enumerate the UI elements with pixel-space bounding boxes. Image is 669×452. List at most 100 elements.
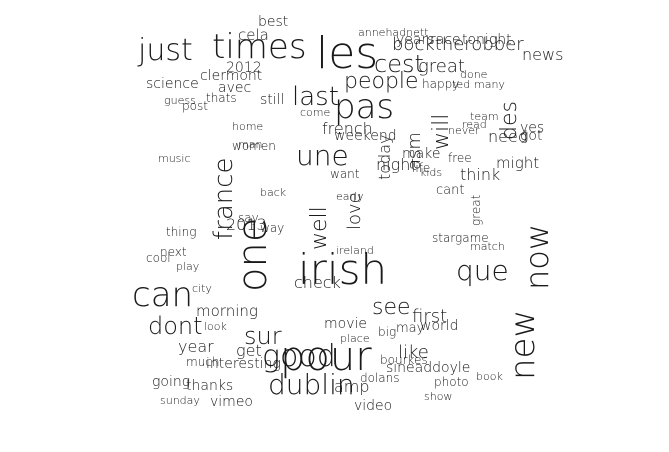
cloud-word: les	[316, 28, 378, 79]
cloud-word: une	[296, 139, 349, 172]
cloud-word: times	[212, 27, 307, 67]
cloud-word: last	[292, 82, 339, 112]
cloud-word: pour	[280, 334, 372, 380]
cloud-word: see	[372, 295, 411, 320]
cloud-word: music	[158, 152, 191, 165]
cloud-word: back	[260, 186, 287, 199]
cloud-word: get	[236, 341, 262, 360]
cloud-word: sineaddoyle	[386, 360, 470, 376]
cloud-word: irish	[298, 245, 387, 294]
cloud-word: night	[376, 155, 417, 174]
cloud-word: will	[429, 114, 454, 150]
cloud-word: done	[460, 68, 487, 81]
cloud-word: morning	[196, 302, 258, 320]
cloud-word: weekend	[334, 128, 397, 144]
cloud-word: best	[258, 14, 288, 30]
cloud-word: got	[520, 128, 542, 144]
cloud-word: que	[456, 254, 509, 287]
cloud-word: show	[424, 390, 452, 403]
cloud-word: ted	[452, 78, 470, 91]
cloud-word: still	[260, 92, 284, 108]
cloud-word: ireland	[336, 244, 374, 257]
cloud-word: cela	[238, 26, 269, 44]
cloud-word: now	[518, 224, 556, 290]
cloud-word: need	[488, 127, 528, 146]
cloud-word: dont	[148, 312, 203, 340]
cloud-word: much	[186, 355, 220, 369]
cloud-word: 2012	[226, 60, 262, 76]
cloud-word: just	[137, 33, 193, 68]
cloud-word: man	[238, 138, 262, 151]
cloud-word: dublin	[268, 368, 355, 401]
cloud-word: today	[375, 135, 394, 181]
cloud-word: can	[132, 275, 193, 315]
cloud-word: look	[204, 320, 228, 333]
cloud-word: pas	[334, 87, 394, 127]
cloud-word: 2013	[226, 215, 267, 234]
cloud-word: avec	[218, 80, 251, 96]
cloud-word: going	[152, 374, 190, 390]
cloud-word: cest	[374, 50, 424, 78]
cloud-word: say	[238, 211, 259, 225]
cloud-word: great	[418, 56, 465, 77]
cloud-word: cool	[146, 251, 171, 265]
cloud-word: bourkes	[380, 353, 428, 367]
cloud-word: come	[300, 106, 330, 119]
cloud-word: people	[344, 69, 419, 94]
cloud-word: vimeo	[210, 394, 253, 410]
cloud-word: women	[232, 139, 276, 153]
cloud-word: movie	[324, 316, 367, 332]
cloud-word: check	[294, 273, 341, 292]
cloud-word: sur	[244, 322, 282, 350]
cloud-word: tonight	[462, 32, 512, 48]
cloud-word: news	[522, 45, 563, 64]
cloud-word: years	[396, 32, 435, 48]
cloud-word: free	[448, 151, 472, 165]
cloud-word: post	[182, 99, 208, 113]
cloud-word: kids	[420, 166, 442, 179]
cloud-word: photo	[434, 375, 469, 389]
cloud-word: think	[460, 165, 500, 184]
cloud-word: match	[470, 240, 505, 253]
cloud-word: place	[340, 332, 370, 345]
cloud-word: guess	[164, 94, 196, 107]
cloud-word: des	[497, 101, 522, 140]
cloud-word: way	[260, 221, 284, 235]
cloud-word: next	[160, 245, 187, 259]
cloud-word: early	[336, 190, 364, 203]
cloud-word: dolans	[360, 371, 400, 385]
cloud-word: interesting	[206, 356, 281, 372]
cloud-word: stargame	[432, 231, 489, 245]
cloud-word: science	[146, 76, 199, 92]
cloud-word: france	[209, 157, 239, 240]
cloud-word: home	[232, 120, 263, 133]
cloud-word: french	[322, 119, 373, 138]
cloud-word: many	[474, 78, 505, 91]
cloud-word: cant	[436, 183, 464, 198]
cloud-word: might	[496, 154, 539, 172]
cloud-word: team	[470, 110, 499, 123]
cloud-word: yes	[520, 120, 544, 136]
cloud-word: good	[262, 339, 336, 374]
cloud-word: first	[412, 306, 447, 327]
cloud-word: annehadnett	[358, 26, 429, 39]
cloud-word: city	[192, 282, 212, 295]
cloud-word: never	[448, 124, 480, 137]
cloud-word: big	[378, 325, 396, 339]
cloud-word: well	[307, 206, 332, 250]
cloud-word: world	[420, 318, 459, 334]
cloud-word: book	[476, 370, 503, 383]
cloud-word: sunday	[160, 394, 200, 407]
cloud-word: video	[354, 398, 392, 414]
cloud-word: thanks	[186, 378, 233, 394]
cloud-word: love	[344, 192, 365, 230]
cloud-word: one	[230, 218, 276, 292]
cloud-word: may	[396, 321, 424, 336]
cloud-word: bocktherobber	[392, 34, 524, 55]
cloud-word: clermont	[200, 68, 262, 84]
cloud-word: year	[178, 337, 214, 356]
cloud-word: want	[330, 167, 360, 181]
cloud-word: asm	[404, 132, 425, 170]
cloud-word: happy	[422, 77, 459, 91]
